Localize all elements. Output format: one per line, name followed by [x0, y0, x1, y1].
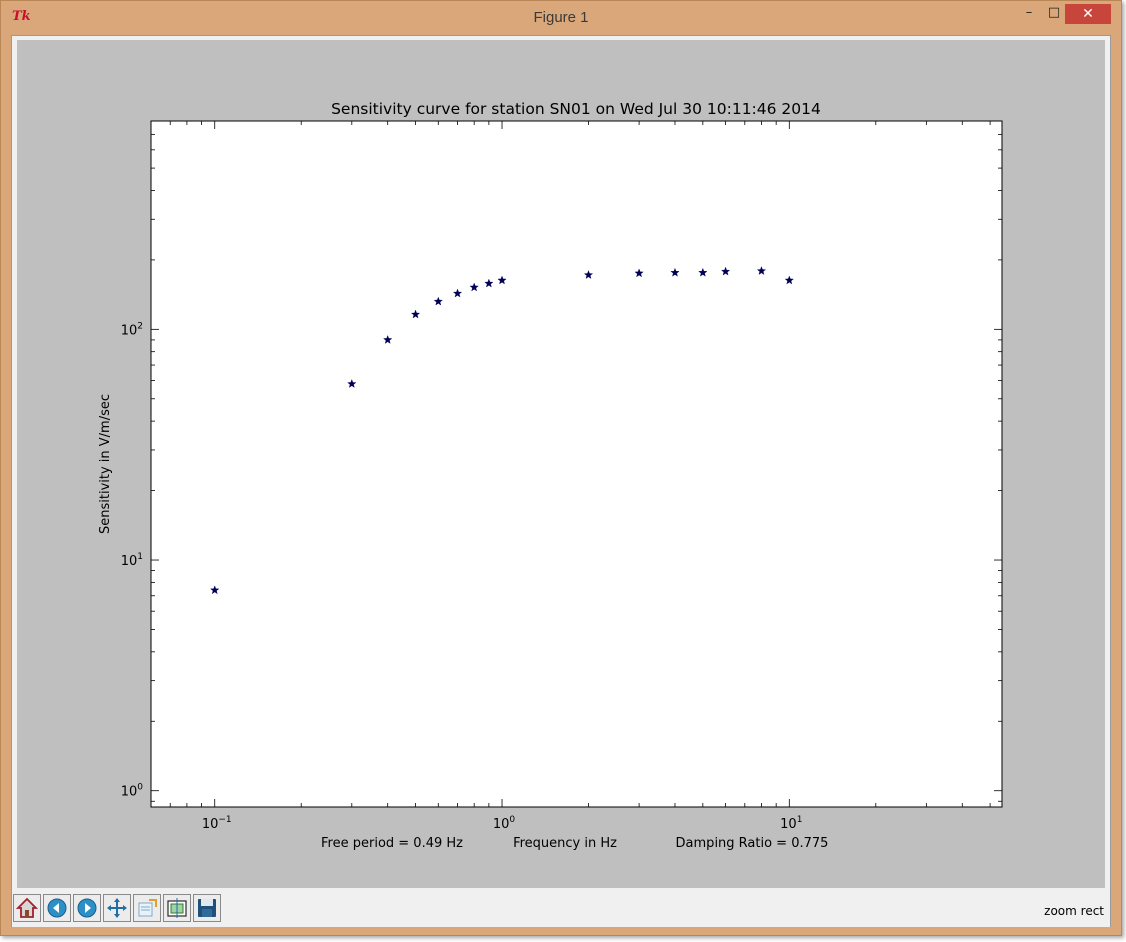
minimize-button[interactable]: – — [1025, 5, 1033, 20]
forward-button[interactable] — [73, 894, 101, 922]
data-point — [433, 296, 443, 306]
navigation-toolbar: zoom rect — [12, 891, 1110, 927]
back-button[interactable] — [43, 894, 71, 922]
title-bar[interactable]: Tk Figure 1 – □ ✕ — [1, 1, 1121, 34]
data-point — [670, 267, 680, 277]
y-tick-label: 102 — [121, 321, 143, 338]
zoom-rect-icon — [138, 899, 157, 917]
x-tick-label: 10−1 — [202, 815, 232, 832]
floppy-disk-icon — [198, 899, 216, 917]
close-button[interactable]: ✕ — [1065, 4, 1111, 24]
data-point — [756, 266, 767, 275]
data-points — [210, 266, 794, 595]
y-tick-label: 101 — [121, 552, 143, 569]
home-icon — [16, 897, 38, 918]
toolbar-status-message: zoom rect — [1044, 904, 1104, 918]
x-tick-label: 100 — [493, 815, 516, 832]
figure-canvas[interactable]: 10−1 100 101 100 101 102 Sensitivity curve fo… — [17, 40, 1105, 888]
arrow-right-icon — [77, 898, 97, 918]
plot-area[interactable] — [150, 120, 1003, 808]
chart-title: Sensitivity curve for station SN01 on We… — [331, 100, 821, 118]
data-point — [383, 335, 393, 344]
subplots-icon — [167, 898, 187, 918]
free-period-annotation: Free period = 0.49 Hz — [321, 836, 463, 851]
axis-ticks — [150, 120, 1002, 807]
data-point — [583, 270, 594, 279]
data-point — [634, 268, 644, 278]
move-arrows-icon — [107, 898, 127, 918]
tk-app-icon: Tk — [12, 9, 31, 24]
y-tick-label: 100 — [121, 783, 144, 800]
data-point — [720, 266, 731, 276]
data-point — [469, 282, 479, 292]
maximize-button[interactable]: □ — [1047, 5, 1061, 20]
save-button[interactable] — [193, 894, 221, 922]
axis-tick-labels: 10−1 100 101 100 101 102 — [121, 321, 803, 832]
data-point — [784, 275, 794, 285]
arrow-left-icon — [47, 898, 67, 918]
y-axis-label: Sensitivity in V/m/sec — [98, 394, 113, 534]
data-point — [698, 267, 708, 277]
data-point — [452, 288, 463, 298]
data-point — [347, 379, 357, 388]
data-point — [210, 585, 220, 595]
window-title: Figure 1 — [533, 9, 589, 26]
pan-button[interactable] — [103, 894, 131, 922]
chart[interactable]: 10−1 100 101 100 101 102 Sensitivity curve fo… — [17, 40, 1105, 888]
data-point — [484, 278, 494, 288]
damping-ratio-annotation: Damping Ratio = 0.775 — [676, 836, 829, 851]
figure-client-area: 10−1 100 101 100 101 102 Sensitivity curve fo… — [11, 35, 1111, 927]
x-axis-label: Frequency in Hz — [513, 836, 617, 851]
data-point — [410, 309, 421, 319]
zoom-button[interactable] — [133, 894, 161, 922]
x-tick-label: 101 — [780, 815, 802, 832]
data-point — [497, 275, 507, 285]
home-button[interactable] — [13, 894, 41, 922]
subplots-button[interactable] — [163, 894, 191, 922]
